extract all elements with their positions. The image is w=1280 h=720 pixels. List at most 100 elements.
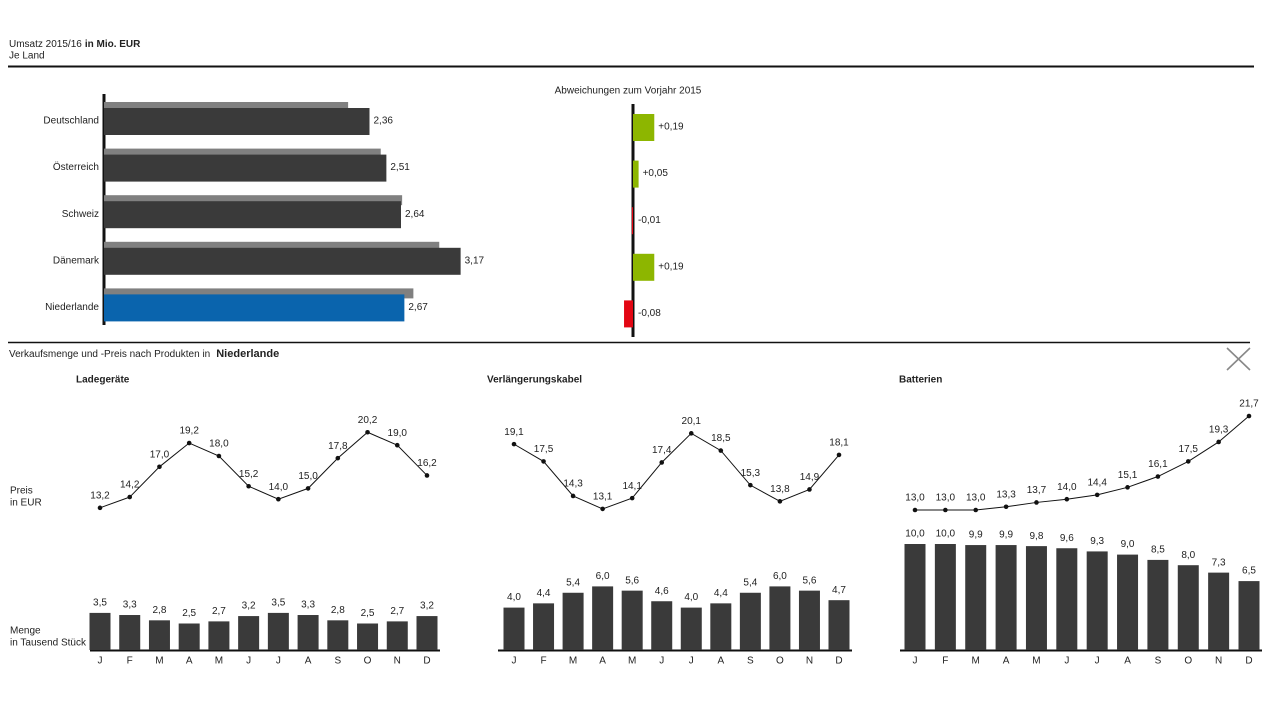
quantity-label: 2,5 <box>182 608 196 619</box>
price-point <box>688 431 694 436</box>
bar <box>104 201 401 229</box>
month-label: M <box>569 656 577 667</box>
quantity-bar <box>503 607 525 650</box>
category-label: Österreich <box>53 161 99 173</box>
quantity-bar <box>1238 581 1260 650</box>
quantity-bar <box>828 600 850 650</box>
deviation-bar <box>631 207 633 235</box>
price-point <box>335 455 341 461</box>
quantity-label: 10,0 <box>936 529 956 540</box>
price-label: 15,3 <box>741 468 761 479</box>
section-text: Verkaufsmenge und -Preis nach Produkten … <box>9 349 210 360</box>
quantity-bar <box>1025 546 1047 650</box>
chart-title: Ladegeräte <box>76 375 130 386</box>
quantity-label: 5,4 <box>566 577 580 588</box>
deviation-bar <box>633 160 639 188</box>
quantity-bar <box>934 544 956 650</box>
price-label: 13,0 <box>966 493 986 504</box>
quantity-label: 2,8 <box>331 605 345 616</box>
price-point <box>1034 500 1039 505</box>
bar-previous <box>104 241 440 252</box>
quantity-bar <box>416 616 438 650</box>
price-point <box>1155 474 1161 479</box>
quantity-bar <box>592 586 614 650</box>
quantity-label: 4,4 <box>714 588 728 599</box>
price-label: 15,0 <box>298 471 318 482</box>
month-label: S <box>747 656 754 667</box>
price-point <box>1125 485 1130 490</box>
quantity-label: 2,5 <box>361 608 375 619</box>
section-country: Niederlande <box>216 348 279 360</box>
price-point <box>943 507 948 513</box>
quantity-label: 10,0 <box>905 529 925 540</box>
quantity-label: 9,0 <box>1121 539 1135 550</box>
quantity-bar <box>386 621 408 650</box>
quantity-label: 9,9 <box>969 530 983 541</box>
quantity-label: 3,2 <box>420 601 434 612</box>
price-label: 18,0 <box>209 439 229 450</box>
price-point <box>836 452 842 458</box>
price-point <box>424 473 430 478</box>
price-point <box>777 499 783 504</box>
month-label: M <box>1032 656 1040 667</box>
month-label: A <box>599 656 606 667</box>
price-label: 19,1 <box>504 427 524 438</box>
month-label: J <box>913 656 918 667</box>
price-label: 17,8 <box>328 441 348 452</box>
quantity-bar <box>1117 554 1139 650</box>
price-point <box>1246 413 1252 419</box>
price-point <box>912 507 918 513</box>
quantity-label: 9,3 <box>1090 536 1104 547</box>
price-point <box>97 505 103 511</box>
month-label: M <box>972 656 980 667</box>
category-label: Dänemark <box>53 255 100 266</box>
quantity-label: 5,4 <box>743 577 757 588</box>
price-point <box>394 442 400 448</box>
price-label: 13,8 <box>770 484 790 495</box>
price-label: 19,2 <box>179 426 199 437</box>
quantity-bar <box>710 603 732 650</box>
value-label: 2,64 <box>405 209 425 220</box>
title: Umsatz 2015/16 <box>9 39 82 50</box>
price-point <box>127 494 133 500</box>
month-label: F <box>540 656 546 667</box>
month-label: S <box>334 656 341 667</box>
price-label: 16,2 <box>417 458 437 469</box>
price-label: 14,1 <box>622 481 642 492</box>
bar <box>104 154 387 182</box>
price-label: 14,4 <box>1087 478 1107 489</box>
quantity-label: 5,6 <box>625 575 639 586</box>
quantity-label: 4,0 <box>684 592 698 603</box>
quantity-bar <box>148 620 170 650</box>
value-label: +0,19 <box>658 122 684 133</box>
quantity-label: 2,7 <box>212 606 226 617</box>
quantity-bar <box>621 590 643 650</box>
quantity-bar <box>208 621 230 650</box>
price-label: 13,3 <box>996 489 1016 500</box>
month-label: N <box>1215 656 1222 667</box>
price-label: 20,1 <box>682 416 702 427</box>
quantity-bar <box>904 544 926 650</box>
quantity-bar <box>1086 551 1108 650</box>
quantity-label: 8,5 <box>1151 545 1165 556</box>
price-label: 18,5 <box>711 433 731 444</box>
month-label: A <box>186 656 193 667</box>
price-label: Preis <box>10 486 33 497</box>
category-label: Deutschland <box>43 116 99 127</box>
price-point <box>246 483 251 489</box>
month-label: J <box>1095 656 1100 667</box>
month-label: M <box>155 656 163 667</box>
month-label: A <box>1124 656 1131 667</box>
price-point <box>1003 504 1009 510</box>
price-label: 13,7 <box>1027 485 1047 496</box>
chart-title: Batterien <box>899 375 942 386</box>
price-point <box>511 441 517 447</box>
month-label: M <box>215 656 223 667</box>
deviation-bar <box>633 114 655 141</box>
quantity-label: 6,0 <box>596 571 610 582</box>
close-button[interactable] <box>1224 346 1252 372</box>
month-label: O <box>1184 656 1192 667</box>
price-point <box>600 506 605 512</box>
title-unit: in Mio. EUR <box>85 39 141 50</box>
